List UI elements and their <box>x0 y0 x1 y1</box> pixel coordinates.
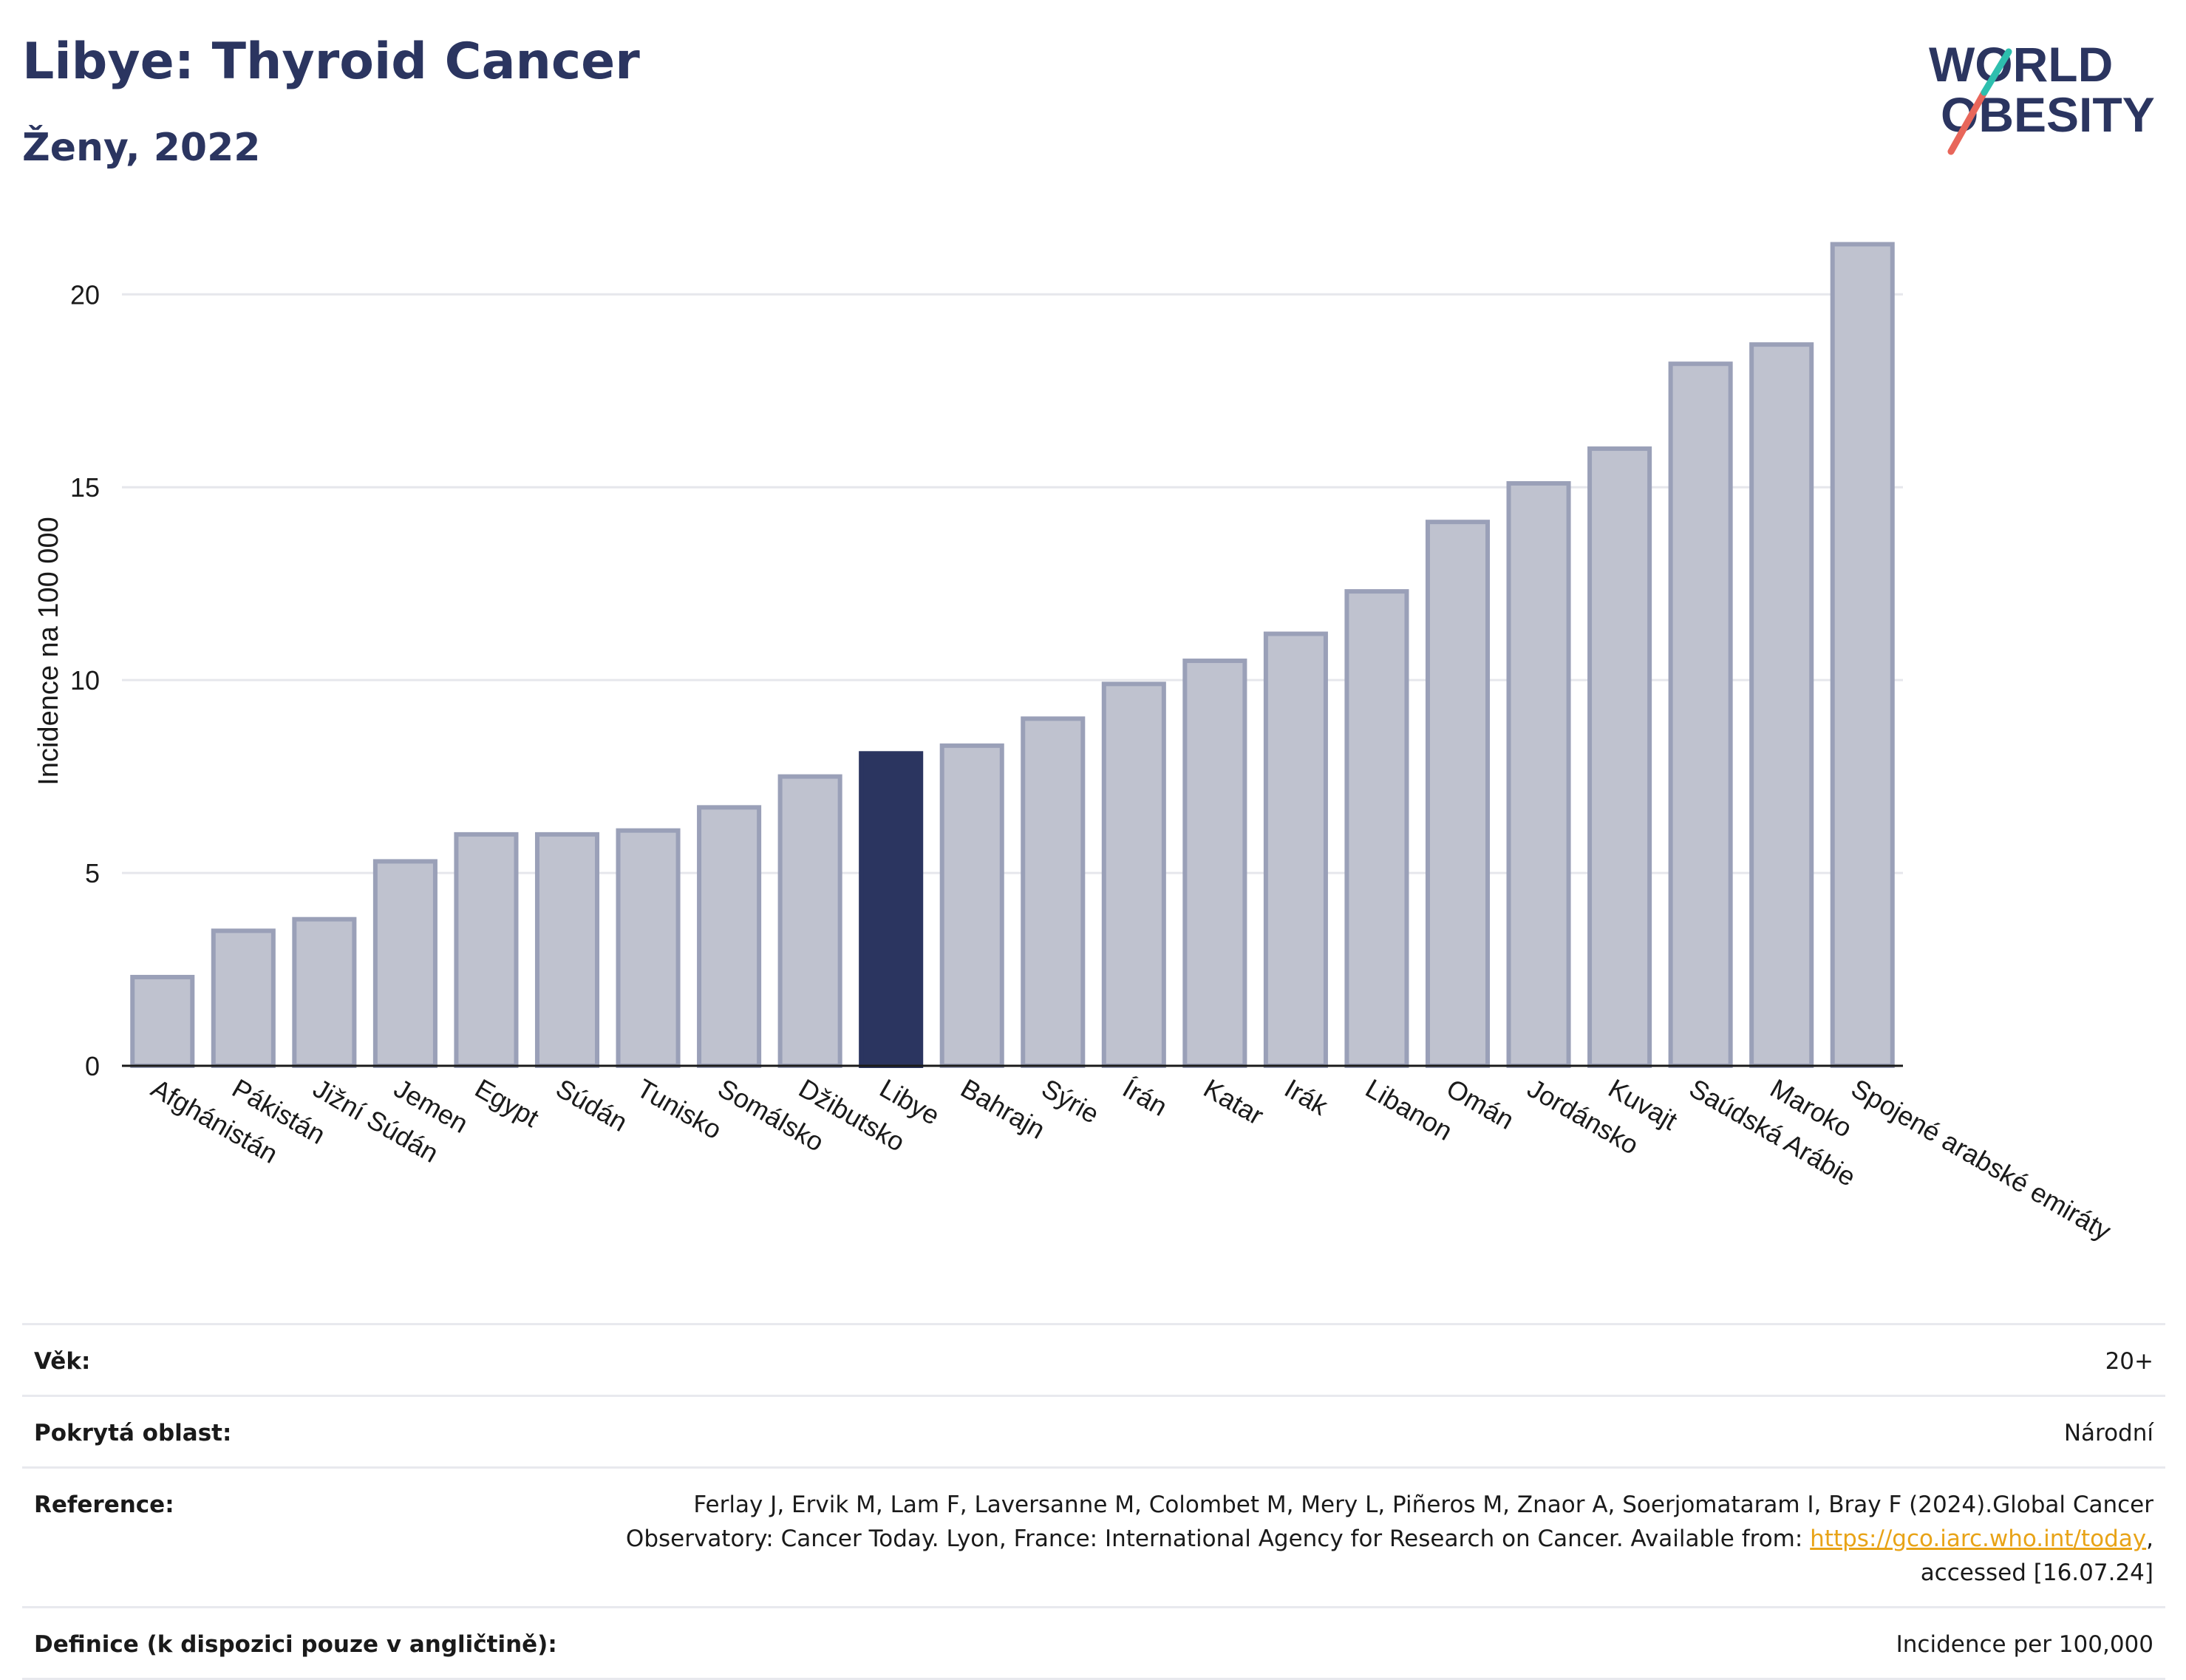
x-tick-label: Bahrajn <box>956 1072 1050 1145</box>
reference-label: Reference: <box>34 1492 174 1518</box>
age-label: Věk: <box>34 1348 91 1375</box>
logo-slash-red <box>1947 89 1988 155</box>
info-row-age: Věk: 20+ <box>22 1323 2165 1395</box>
world-obesity-logo: WORLD OBESITY <box>1929 37 2155 155</box>
bar <box>1830 242 1895 1068</box>
y-tick-label: 10 <box>70 665 100 696</box>
y-tick-label: 5 <box>85 858 100 888</box>
coverage-value: Národní <box>2063 1420 2153 1446</box>
reference-tail: , accessed [16.07.24] <box>1920 1526 2153 1586</box>
bar <box>211 928 276 1069</box>
bars <box>130 242 1895 1069</box>
bar <box>1021 716 1086 1068</box>
bar <box>534 832 600 1068</box>
x-tick-label: Libanon <box>1361 1072 1457 1146</box>
bar <box>1101 681 1166 1068</box>
page-subtitle: Ženy, 2022 <box>22 126 261 170</box>
age-value: 20+ <box>2105 1348 2153 1375</box>
x-tick-label: Súdán <box>551 1072 633 1137</box>
reference-text: Ferlay J, Ervik M, Lam F, Laversanne M, … <box>625 1492 2153 1552</box>
coverage-label: Pokrytá oblast: <box>34 1420 232 1446</box>
x-tick-label: Írán <box>1117 1072 1172 1122</box>
y-tick-label: 15 <box>70 472 100 503</box>
bar <box>1749 342 1814 1069</box>
info-row-reference: Reference: Ferlay J, Ervik M, Lam F, Lav… <box>22 1466 2165 1606</box>
bar <box>697 805 762 1069</box>
bar <box>1587 446 1652 1068</box>
bar <box>1506 480 1571 1068</box>
bar <box>130 974 195 1068</box>
definition-label: Definice (k dispozici pouze v angličtině… <box>34 1631 557 1658</box>
y-tick-label: 0 <box>85 1051 100 1081</box>
definition-value: Incidence per 100,000 <box>1896 1631 2153 1658</box>
reference-value: Ferlay J, Ervik M, Lam F, Laversanne M, … <box>565 1488 2153 1590</box>
x-tick-label: Tunisko <box>632 1072 727 1145</box>
bar <box>1182 659 1247 1068</box>
bar <box>939 743 1004 1069</box>
x-tick-label: Katar <box>1199 1072 1269 1131</box>
logo-line-1: WORLD <box>1929 37 2113 92</box>
info-row-definition: Definice (k dispozici pouze v angličtině… <box>22 1606 2165 1680</box>
bar <box>1668 361 1733 1069</box>
logo-slash-teal <box>1981 48 2012 96</box>
bar <box>859 751 924 1068</box>
bar <box>372 859 437 1068</box>
bar <box>292 916 357 1068</box>
y-tick-label: 20 <box>70 279 100 310</box>
bar <box>1263 631 1328 1068</box>
reference-link[interactable]: https://gco.iarc.who.int/today <box>1810 1526 2147 1552</box>
bar <box>777 774 842 1068</box>
page-title: Libye: Thyroid Cancer <box>22 33 640 91</box>
x-tick-label: Irák <box>1279 1072 1333 1121</box>
bar <box>616 828 681 1069</box>
bar <box>454 832 519 1068</box>
y-tick-labels: 0 5 10 15 20 <box>70 279 100 1081</box>
x-tick-label: Egypt <box>470 1072 544 1133</box>
logo-line-2: OBESITY <box>1941 87 2155 142</box>
bar <box>1344 589 1409 1068</box>
info-table: Věk: 20+ Pokrytá oblast: Národní Referen… <box>22 1323 2165 1680</box>
bar <box>1425 520 1491 1068</box>
info-row-coverage: Pokrytá oblast: Národní <box>22 1395 2165 1466</box>
x-tick-label: Spojené arabské emiráty <box>1846 1072 2116 1246</box>
y-axis-label: Incidence na 100 000 <box>33 517 64 785</box>
